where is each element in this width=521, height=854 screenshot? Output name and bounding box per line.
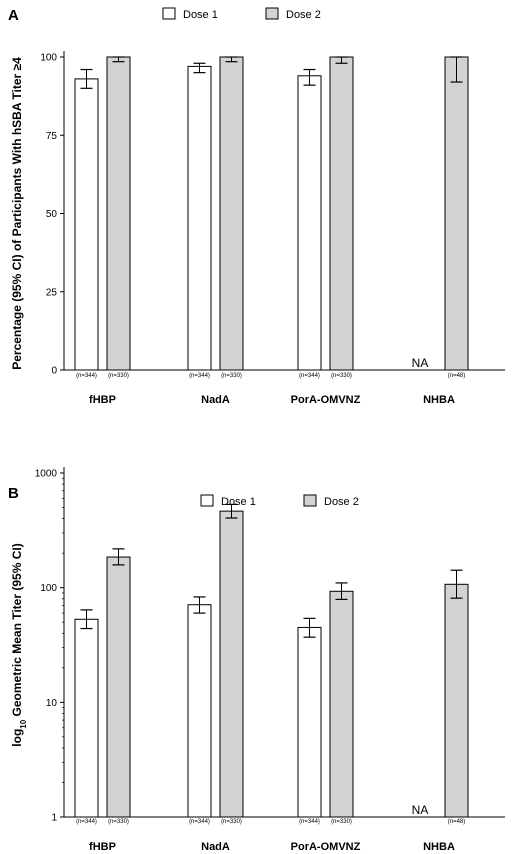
sample-size-label: (n=330): [221, 819, 242, 825]
na-label: NA: [412, 356, 429, 370]
legend-label-dose2: Dose 2: [286, 9, 321, 21]
y-tick-label: 0: [51, 366, 57, 377]
sample-size-label: (n=330): [108, 373, 129, 379]
sample-size-label: (n=344): [299, 373, 320, 379]
legend-swatch-dose1: [200, 494, 214, 507]
bar-dose2-0: [106, 56, 131, 371]
y-tick-label: 10: [46, 698, 58, 709]
sample-size-label: (n=344): [299, 819, 320, 825]
bar-dose2-1: [219, 56, 244, 371]
legend-swatch-dose2: [265, 7, 279, 20]
panel-letter: B: [8, 485, 19, 502]
bar-dose2-2: [329, 590, 354, 818]
bar-dose1-1: [187, 65, 212, 371]
sample-size-label: (n=48): [448, 819, 466, 825]
legend: Dose 1 Dose 2: [162, 7, 321, 21]
sample-size-label: (n=344): [76, 819, 97, 825]
y-axis-title-prefix: log: [10, 729, 24, 747]
y-axis-title: log10 Geometric Mean Titer (95% CI): [10, 543, 28, 746]
bar-dose1-0: [74, 618, 99, 818]
y-tick-label: 100: [40, 583, 57, 594]
y-axis-title-rest: Geometric Mean Titer (95% CI): [10, 543, 24, 720]
bar-dose2-1: [219, 510, 244, 818]
category-label: NadA: [201, 841, 230, 853]
sample-size-label: (n=48): [448, 373, 466, 379]
panel-letter: A: [8, 7, 19, 24]
legend-swatch-dose1: [162, 7, 176, 20]
legend-swatch-dose2: [303, 494, 317, 507]
category-label: PorA-OMVNZ: [291, 394, 361, 406]
bar-dose2-0: [106, 556, 131, 818]
legend-label-dose2: Dose 2: [324, 496, 359, 508]
panel-a: A Dose 1 Dose 2 0 25 50 75 100 Percentage (95% C…: [8, 7, 505, 406]
category-label: PorA-OMVNZ: [291, 841, 361, 853]
sample-size-label: (n=344): [189, 819, 210, 825]
y-tick-label: 100: [40, 53, 57, 64]
y-tick-label: 75: [46, 131, 58, 142]
bar-dose2-2: [329, 56, 354, 371]
y-axis-title-text: Percentage (95% CI) of Participants With…: [10, 57, 24, 370]
bar-dose2-3: [444, 583, 469, 818]
bar-dose2-3: [444, 56, 469, 371]
y-tick-label: 25: [46, 287, 58, 298]
sample-size-label: (n=330): [108, 819, 129, 825]
sample-size-label: (n=330): [331, 819, 352, 825]
category-label: fHBP: [89, 841, 116, 853]
sample-size-label: (n=330): [331, 373, 352, 379]
y-axis-title-subscript: 10: [19, 719, 28, 728]
bar-dose1-1: [187, 604, 212, 818]
legend: Dose 1 Dose 2: [200, 494, 359, 508]
sample-size-label: (n=344): [189, 373, 210, 379]
bar-dose1-2: [297, 626, 322, 818]
legend-label-dose1: Dose 1: [221, 496, 256, 508]
na-label: NA: [412, 803, 429, 817]
category-label: NadA: [201, 394, 230, 406]
sample-size-label: (n=330): [221, 373, 242, 379]
category-label: NHBA: [423, 841, 455, 853]
y-tick-label: 1000: [35, 469, 58, 480]
bar-dose1-2: [297, 75, 322, 371]
y-tick-label: 1: [51, 813, 57, 824]
category-label: NHBA: [423, 394, 455, 406]
bar-dose1-0: [74, 78, 99, 371]
y-tick-label: 50: [46, 209, 58, 220]
legend-label-dose1: Dose 1: [183, 9, 218, 21]
category-label: fHBP: [89, 394, 116, 406]
y-axis-title: Percentage (95% CI) of Participants With…: [10, 57, 24, 370]
sample-size-label: (n=344): [76, 373, 97, 379]
